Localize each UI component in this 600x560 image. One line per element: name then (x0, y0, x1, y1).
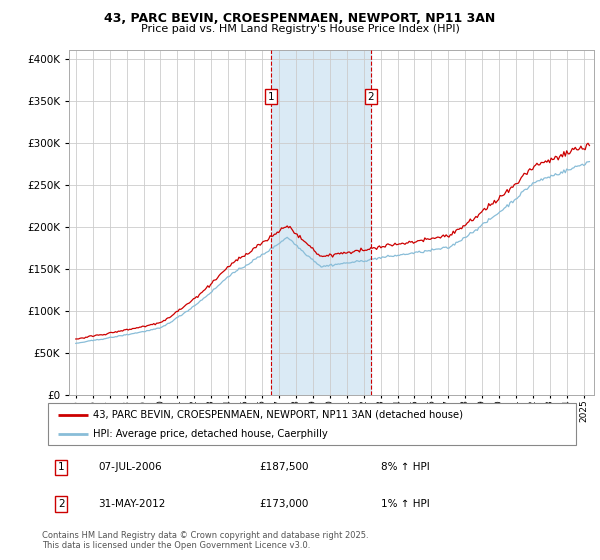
Text: 1: 1 (268, 92, 274, 101)
Text: Price paid vs. HM Land Registry's House Price Index (HPI): Price paid vs. HM Land Registry's House … (140, 24, 460, 34)
Text: £173,000: £173,000 (259, 499, 308, 508)
FancyBboxPatch shape (48, 403, 576, 445)
Text: 8% ↑ HPI: 8% ↑ HPI (380, 463, 430, 473)
Text: Contains HM Land Registry data © Crown copyright and database right 2025.
This d: Contains HM Land Registry data © Crown c… (42, 531, 368, 550)
Text: HPI: Average price, detached house, Caerphilly: HPI: Average price, detached house, Caer… (93, 429, 328, 439)
Text: 1: 1 (58, 463, 65, 473)
Text: 2: 2 (58, 499, 65, 508)
Bar (271, 50, 371, 395)
Text: 31-MAY-2012: 31-MAY-2012 (98, 499, 166, 508)
Text: 2: 2 (367, 92, 374, 101)
Text: 07-JUL-2006: 07-JUL-2006 (98, 463, 162, 473)
Text: 1% ↑ HPI: 1% ↑ HPI (380, 499, 430, 508)
Text: £187,500: £187,500 (259, 463, 309, 473)
Text: 43, PARC BEVIN, CROESPENMAEN, NEWPORT, NP11 3AN (detached house): 43, PARC BEVIN, CROESPENMAEN, NEWPORT, N… (93, 409, 463, 419)
Text: 43, PARC BEVIN, CROESPENMAEN, NEWPORT, NP11 3AN: 43, PARC BEVIN, CROESPENMAEN, NEWPORT, N… (104, 12, 496, 25)
